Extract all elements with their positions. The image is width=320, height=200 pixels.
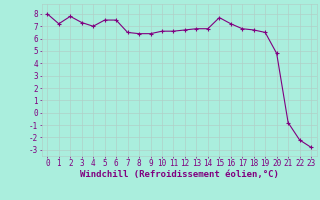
X-axis label: Windchill (Refroidissement éolien,°C): Windchill (Refroidissement éolien,°C) bbox=[80, 170, 279, 179]
